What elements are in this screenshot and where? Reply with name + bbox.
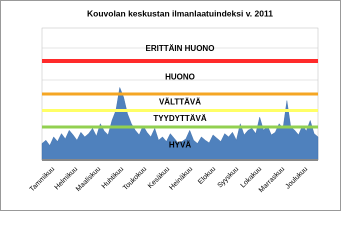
chart: Kouvolan keskustan ilmanlaatuindeksi v. … [0, 0, 341, 211]
chart-title: Kouvolan keskustan ilmanlaatuindeksi v. … [87, 8, 273, 18]
band-label: ERITTÄIN HUONO [146, 44, 215, 53]
band-label: VÄLTTÄVÄ [159, 97, 201, 106]
band-label: HUONO [165, 73, 195, 82]
band-label: HYVÄ [169, 141, 191, 150]
band-label: TYYDYTTÄVÄ [153, 114, 207, 123]
